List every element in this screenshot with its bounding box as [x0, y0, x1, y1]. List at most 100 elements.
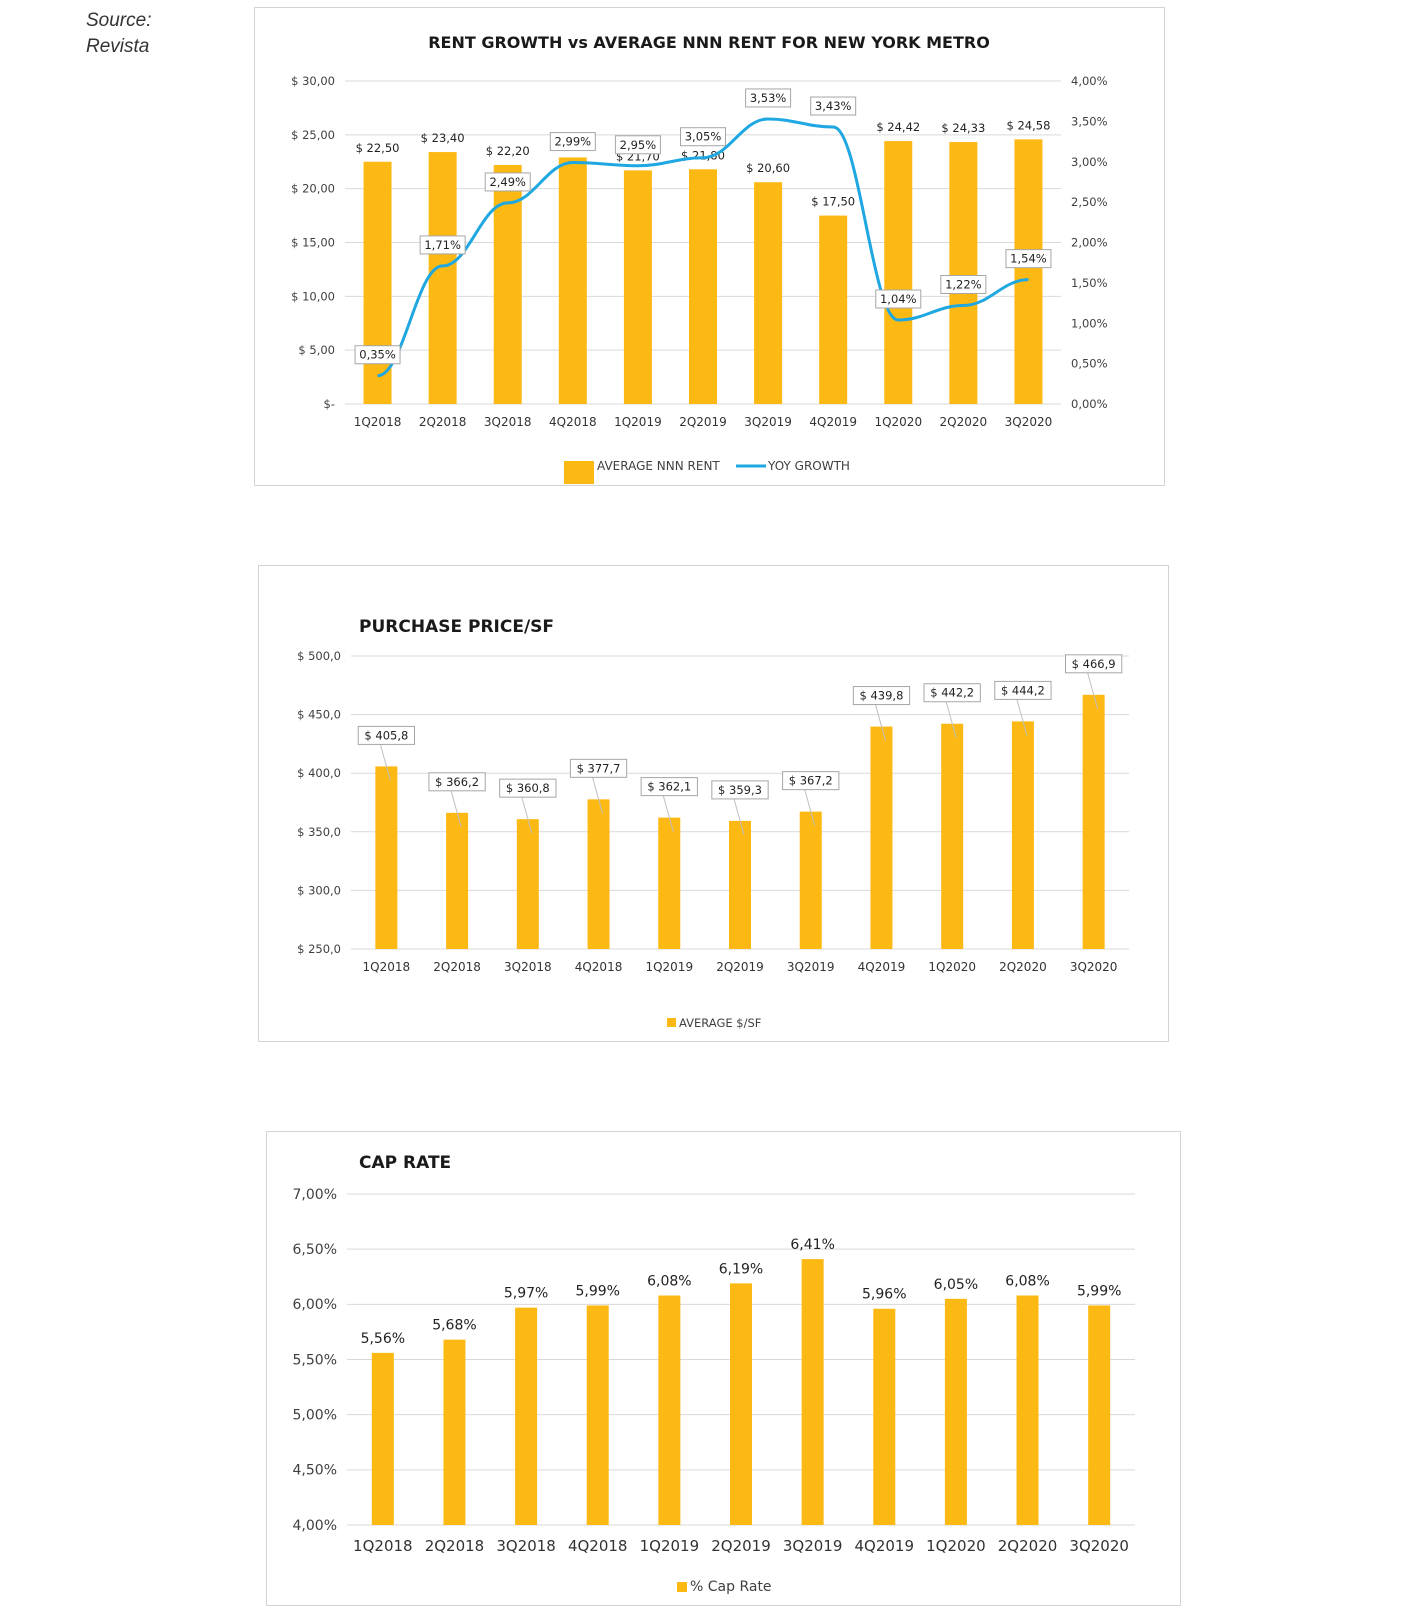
bar: [1088, 1305, 1111, 1525]
rent-growth-chart: RENT GROWTH vs AVERAGE NNN RENT FOR NEW …: [291, 33, 1108, 491]
bar-data-label: 6,08%: [1005, 1274, 1049, 1290]
source-label: Source:: [86, 10, 152, 31]
x-tick-label: 1Q2020: [926, 1537, 986, 1555]
x-tick-label: 2Q2019: [716, 960, 764, 974]
bar-data-label: $ 22,50: [356, 141, 400, 155]
bar: [1014, 139, 1043, 404]
bar: [443, 1339, 466, 1525]
label-leader: [1087, 672, 1099, 709]
bar-data-label: 5,99%: [1077, 1283, 1121, 1299]
source-value: Revista: [86, 36, 150, 57]
bar: [428, 152, 457, 404]
x-tick-label: 2Q2018: [433, 960, 481, 974]
chart-title: PURCHASE PRICE/SF: [359, 617, 554, 637]
y2-tick-label: 3,50%: [1071, 114, 1108, 128]
bar-data-label: 6,41%: [790, 1237, 834, 1253]
y-tick-label: $-: [324, 397, 335, 411]
bar: [754, 182, 783, 404]
y2-tick-label: 2,50%: [1071, 195, 1108, 209]
line-data-label: 3,43%: [815, 99, 852, 113]
y2-tick-label: 2,00%: [1071, 236, 1108, 250]
bar: [870, 726, 893, 949]
bar: [729, 820, 751, 949]
label-leader: [521, 797, 533, 834]
bar-label-box: [711, 780, 769, 800]
bar: [658, 817, 681, 949]
bar-label-box: [1064, 654, 1123, 674]
bar: [884, 141, 913, 404]
bar: [623, 170, 652, 404]
bar-label-box: [357, 725, 416, 745]
x-tick-label: 1Q2018: [354, 415, 402, 429]
bar-data-label: $ 24,33: [941, 121, 985, 135]
label-leader: [379, 744, 391, 781]
rent-growth-chart-panel: RENT GROWTH vs AVERAGE NNN RENT FOR NEW …: [254, 7, 1165, 491]
y-tick-label: 4,00%: [293, 1518, 337, 1534]
bar-data-label: $ 367,2: [789, 774, 833, 788]
line-data-label: 2,99%: [555, 135, 592, 149]
bar-data-label: $ 359,3: [718, 783, 762, 797]
bar-data-label: $ 22,20: [486, 144, 530, 158]
legend-label: % Cap Rate: [690, 1579, 772, 1595]
x-tick-label: 3Q2018: [504, 960, 552, 974]
x-tick-label: 2Q2018: [425, 1537, 485, 1555]
bar: [949, 142, 978, 404]
cap-rate-chart-panel: CAP RATE 4,00% 4,50% 5,00% 5,50% 6,00% 6,50% 7,…: [266, 1131, 1181, 1606]
line-data-label: 1,54%: [1010, 252, 1047, 266]
bar-data-label: $ 17,50: [811, 195, 855, 209]
y2-tick-label: 1,50%: [1071, 276, 1108, 290]
bar: [689, 169, 717, 404]
bar-label-box: [499, 778, 557, 798]
chart-title: RENT GROWTH vs AVERAGE NNN RENT FOR NEW …: [428, 33, 990, 52]
bar-data-label: 5,96%: [862, 1287, 906, 1303]
x-tick-label: 2Q2020: [940, 415, 988, 429]
bar: [586, 1305, 609, 1525]
bar-label-box: [428, 772, 486, 792]
label-leader: [874, 704, 886, 741]
purchase-price-chart-panel: PURCHASE PRICE/SF $ 250,0 $ 300,0 $ 350,0 $ …: [258, 565, 1169, 1042]
x-tick-label: 3Q2018: [484, 415, 532, 429]
bar-data-label: 6,05%: [934, 1277, 978, 1293]
bar-data-label: $ 444,2: [1001, 683, 1045, 697]
bar-label-box: [569, 758, 628, 778]
bar: [941, 723, 964, 949]
bar-data-label: $ 360,8: [506, 781, 550, 795]
bar: [446, 812, 469, 949]
legend-bar-swatch: [667, 1018, 676, 1027]
y-tick-label: $ 5,00: [298, 343, 335, 357]
y-tick-label: $ 15,00: [291, 236, 335, 250]
y-tick-label: $ 30,00: [291, 74, 335, 88]
bar-data-label: 5,68%: [432, 1318, 476, 1334]
bar: [1011, 721, 1034, 949]
y-tick-label: 6,50%: [293, 1242, 337, 1258]
line-label-box: [419, 235, 466, 255]
label-leader: [733, 798, 745, 836]
bar-data-label: 5,97%: [504, 1286, 548, 1302]
y-tick-label: 6,00%: [293, 1297, 337, 1313]
x-tick-label: 1Q2018: [353, 1537, 413, 1555]
bar: [799, 811, 822, 949]
y-tick-label: $ 350,0: [297, 825, 341, 839]
bar: [944, 1298, 967, 1525]
x-tick-label: 1Q2019: [645, 960, 693, 974]
x-tick-label: 1Q2019: [640, 1537, 700, 1555]
bar-data-label: $ 24,42: [876, 120, 920, 134]
cap-rate-chart: CAP RATE 4,00% 4,50% 5,00% 5,50% 6,00% 6,50% 7,…: [293, 1153, 1135, 1595]
bar-data-label: $ 466,9: [1072, 657, 1116, 671]
bar: [801, 1259, 824, 1525]
legend-label: AVERAGE $/SF: [679, 1016, 761, 1030]
x-tick-label: 2Q2019: [711, 1537, 771, 1555]
label-leader: [592, 777, 604, 814]
bar: [1016, 1295, 1039, 1525]
x-tick-label: 4Q2018: [568, 1537, 628, 1555]
label-leader: [804, 789, 816, 826]
bar-data-label: $ 377,7: [577, 761, 621, 775]
line-label-box: [810, 96, 857, 116]
bar-label-box: [852, 686, 911, 706]
bar: [516, 819, 539, 949]
source-note: Source: Revista: [86, 8, 151, 60]
line-label-box: [680, 127, 726, 147]
y2-tick-label: 0,00%: [1071, 397, 1108, 411]
x-tick-label: 1Q2018: [363, 960, 411, 974]
y-tick-label: 4,50%: [293, 1463, 337, 1479]
